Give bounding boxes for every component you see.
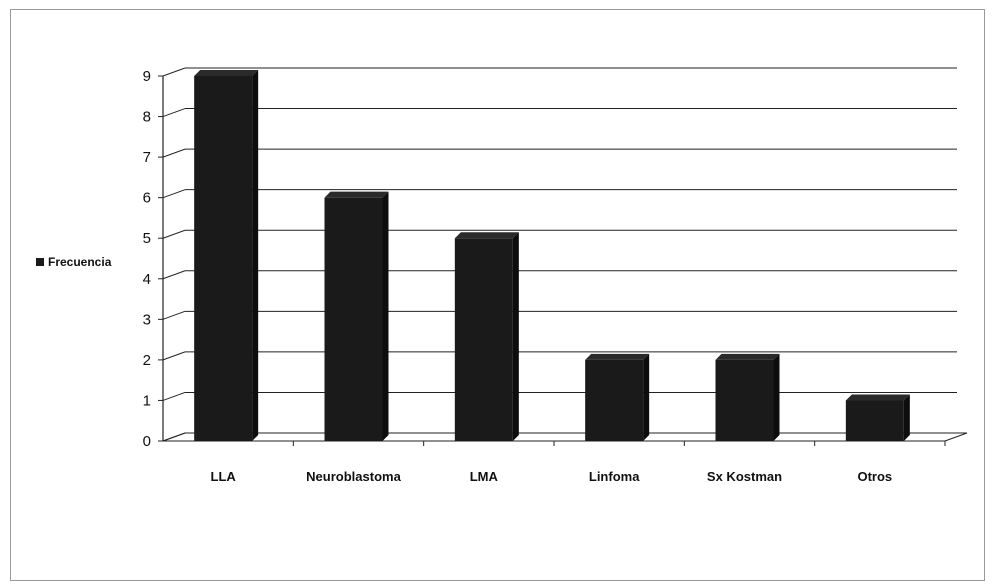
legend: Frecuencia (36, 255, 111, 269)
bar-top (715, 353, 780, 360)
bar-top (194, 70, 259, 76)
gridline-depth (162, 270, 186, 280)
x-category-label: Otros (857, 469, 892, 484)
x-category-label: Linfoma (589, 469, 640, 484)
bar-top (585, 353, 650, 360)
chart-frame (10, 9, 985, 581)
y-tick-label: 5 (143, 230, 151, 247)
gridline-depth (162, 67, 186, 77)
gridline-depth (162, 189, 186, 199)
bar (194, 76, 253, 441)
legend-swatch (36, 258, 44, 266)
y-tick-label: 4 (143, 271, 151, 288)
bar-top (454, 232, 519, 239)
x-category-label: LLA (211, 469, 237, 484)
bar (324, 197, 383, 441)
legend-label: Frecuencia (48, 255, 112, 269)
y-tick-label: 6 (143, 190, 151, 207)
y-tick-label: 8 (143, 109, 151, 126)
gridline-depth (162, 351, 186, 361)
x-category-label: LMA (470, 469, 499, 484)
bar-top (845, 394, 910, 401)
y-tick-label: 0 (143, 433, 151, 450)
y-tick-label: 9 (143, 68, 151, 85)
bar-side (643, 353, 650, 441)
y-tick-label: 2 (143, 352, 151, 369)
y-tick-label: 7 (143, 149, 151, 166)
bar-side (252, 70, 259, 441)
gridline-depth (162, 229, 186, 239)
gridline-depth (162, 391, 186, 401)
bar (454, 238, 513, 441)
bar (715, 359, 774, 441)
x-category-label: Neuroblastoma (306, 469, 401, 484)
bar-side (773, 353, 780, 441)
bar-side (382, 191, 389, 441)
gridline-depth (162, 148, 186, 158)
gridline-depth (162, 310, 186, 320)
gridline-depth (162, 108, 186, 118)
bar-side (512, 232, 519, 441)
bar (845, 400, 904, 441)
y-tick-label: 1 (143, 392, 151, 409)
bar-top (324, 191, 389, 198)
bar (585, 359, 644, 441)
y-tick-label: 3 (143, 311, 151, 328)
bar-side (903, 394, 910, 441)
x-category-label: Sx Kostman (707, 469, 782, 484)
